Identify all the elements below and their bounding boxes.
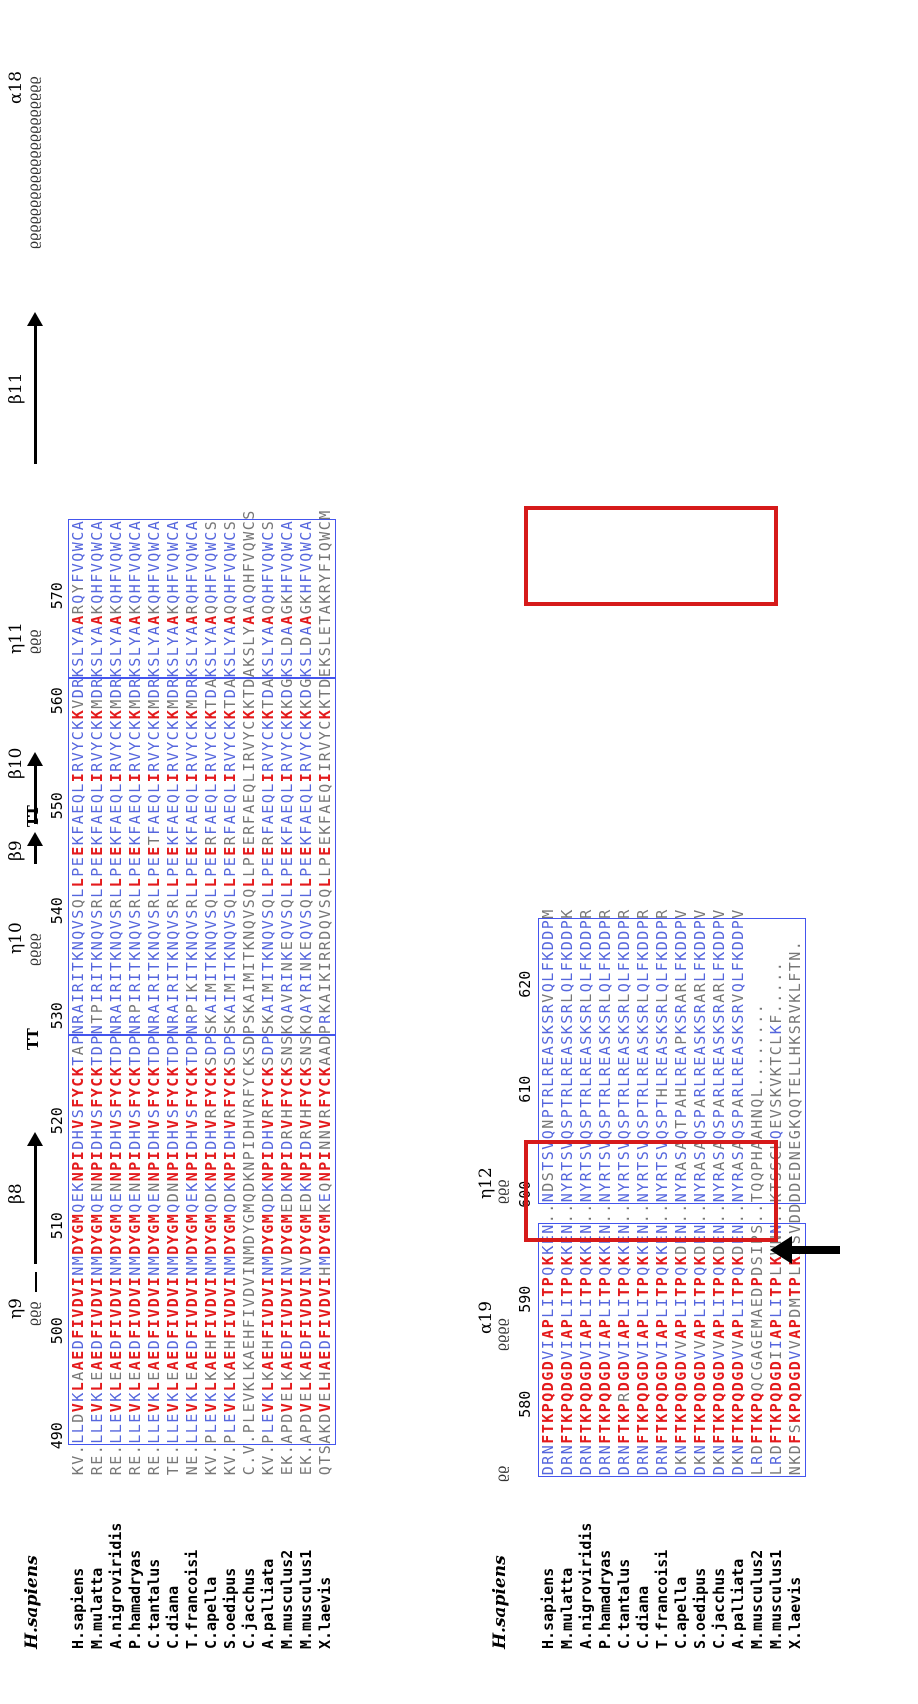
species-name: T.francoisi [653, 1549, 671, 1649]
species-name: C.tantalus [145, 1558, 163, 1649]
position-number: 490 [48, 1422, 66, 1450]
block1-reference-species: H.sapiens [22, 1555, 42, 1649]
position-number: 500 [48, 1317, 66, 1345]
species-name: C.apella [672, 1576, 690, 1649]
position-number: 520 [48, 1107, 66, 1135]
position-number: 590 [516, 1285, 534, 1313]
position-number: 610 [516, 1075, 534, 1103]
species-name: C.jacchus [710, 1567, 728, 1649]
species-name: M.musculus1 [767, 1549, 785, 1649]
position-number: 550 [48, 792, 66, 820]
species-name: T.francoisi [183, 1549, 201, 1649]
species-name: P.hamadryas [596, 1549, 614, 1649]
position-number: 570 [48, 582, 66, 610]
conservation-box [68, 519, 336, 679]
ss-eta12-helix: ϱϱϱ [494, 1179, 510, 1204]
species-name: H.sapiens [539, 1567, 557, 1649]
species-name: M.mulatta [88, 1567, 106, 1649]
ss-eta9-line [35, 1272, 37, 1292]
species-name: A.palliata [259, 1558, 277, 1649]
species-name: X.laevis [316, 1576, 334, 1649]
ss-alpha19-label: α19 [476, 1300, 496, 1334]
ss-alpha18-label: α18 [6, 70, 26, 104]
ss-eta9-label: η9 [6, 1297, 26, 1319]
position-number: 530 [48, 1002, 66, 1030]
species-name: A.palliata [729, 1558, 747, 1649]
position-number: 510 [48, 1212, 66, 1240]
conservation-box [68, 1034, 336, 1446]
ss-start-helix: ϱϱ [494, 1465, 510, 1482]
conservation-box [68, 677, 336, 1036]
species-name: A.nigroviridis [107, 1522, 125, 1649]
ss-eta11-label: η11 [6, 622, 26, 654]
species-name: C.diana [164, 1585, 182, 1649]
species-name: X.laevis [786, 1576, 804, 1649]
species-name: C.diana [634, 1585, 652, 1649]
ss-beta8-label: β8 [6, 1183, 26, 1204]
ss-beta8-arrow [34, 1144, 37, 1264]
highlight-box-right [524, 506, 778, 606]
ss-eta12-label: η12 [476, 1167, 496, 1199]
species-name: C.jacchus [240, 1567, 258, 1649]
conservation-box [538, 1223, 806, 1477]
species-name: M.musculus1 [297, 1549, 315, 1649]
ss-alpha18-helix: ϱϱϱϱϱϱϱϱϱϱϱϱϱϱϱϱϱϱϱϱϱ [26, 76, 42, 249]
ss-eta10-helix: ϱϱϱϱ [26, 933, 42, 966]
block2-reference-species: H.sapiens [490, 1555, 510, 1649]
species-name: A.nigroviridis [577, 1522, 595, 1649]
ss-tt1-label: TT [24, 1028, 42, 1050]
ss-eta9-helix: ϱϱϱ [26, 1301, 42, 1326]
species-name: M.musculus2 [278, 1549, 296, 1649]
ss-beta11-arrow [34, 324, 37, 464]
ss-beta9-label: β9 [6, 840, 26, 861]
position-number: 580 [516, 1390, 534, 1418]
ss-eta10-label: η10 [6, 922, 26, 954]
species-name: M.musculus2 [748, 1549, 766, 1649]
species-name: H.sapiens [69, 1567, 87, 1649]
species-name: S.oedipus [691, 1567, 709, 1649]
ss-beta10-label: β10 [6, 747, 26, 779]
species-name: M.mulatta [558, 1567, 576, 1649]
position-number: 560 [48, 687, 66, 715]
ss-tt2-label: TT [24, 805, 42, 827]
ss-beta9-arrow [34, 844, 37, 864]
ss-beta11-label: β11 [6, 372, 26, 404]
species-name: C.tantalus [615, 1558, 633, 1649]
highlight-box-left [524, 1140, 778, 1242]
ss-eta11-helix: ϱϱϱ [26, 629, 42, 654]
marker-arrow-icon [770, 1236, 840, 1264]
species-name: S.oedipus [221, 1567, 239, 1649]
ss-beta10-arrow [34, 764, 37, 824]
species-name: C.apella [202, 1576, 220, 1649]
position-number: 620 [516, 970, 534, 998]
species-name: P.hamadryas [126, 1549, 144, 1649]
ss-alpha19-helix: ϱϱϱϱ [494, 1318, 510, 1351]
position-number: 540 [48, 897, 66, 925]
